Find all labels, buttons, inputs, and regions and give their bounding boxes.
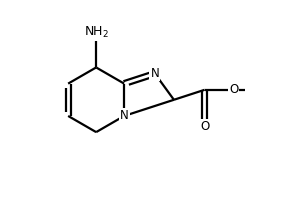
Text: O: O <box>229 83 238 96</box>
Text: NH$_2$: NH$_2$ <box>84 25 109 40</box>
Text: N: N <box>151 67 159 80</box>
Text: N: N <box>120 109 129 122</box>
Text: O: O <box>200 119 209 133</box>
